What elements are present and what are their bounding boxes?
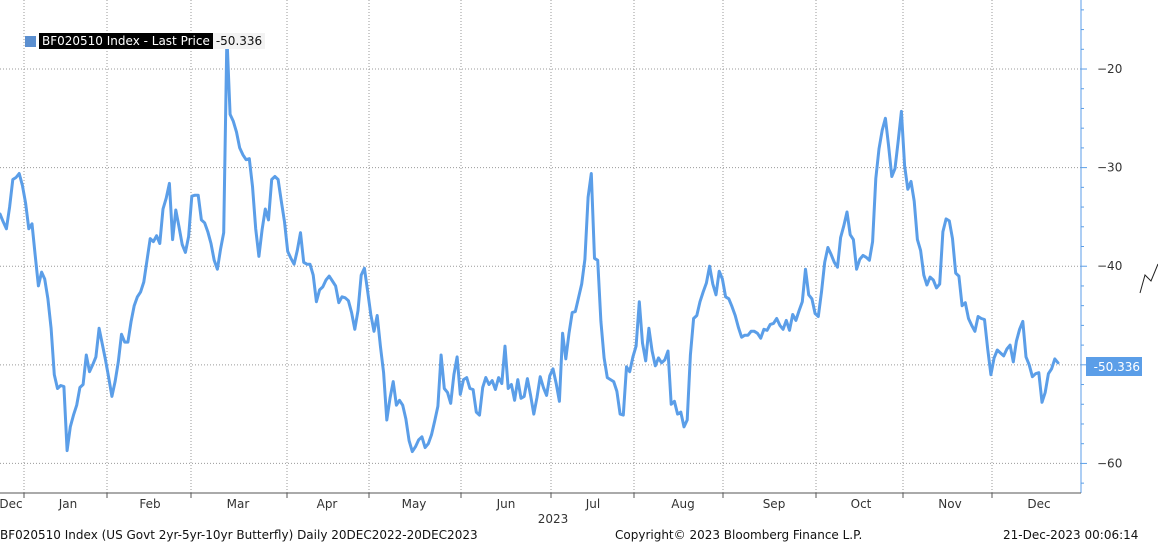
footer-description: BF020510 Index (US Govt 2yr-5yr-10yr But… — [0, 528, 478, 542]
legend-series-name: BF020510 Index - Last Price — [39, 33, 213, 49]
x-tick-label-4: Apr — [317, 497, 338, 511]
legend-last-value: -50.336 — [212, 33, 266, 49]
x-tick-label-6: Jun — [496, 497, 516, 511]
x-tick-label-0: Dec — [0, 497, 23, 511]
footer-copyright: Copyright© 2023 Bloomberg Finance L.P. — [615, 528, 863, 542]
x-tick-label-8: Aug — [671, 497, 694, 511]
x-tick-label-10: Oct — [851, 497, 872, 511]
x-year-label: 2023 — [538, 512, 569, 526]
x-tick-label-1: Jan — [58, 497, 78, 511]
x-tick-label-11: Nov — [938, 497, 961, 511]
x-tick-label-2: Feb — [139, 497, 160, 511]
series-line — [0, 35, 1060, 454]
x-tick-label-3: Mar — [227, 497, 250, 511]
y-tick-label-4: −60 — [1097, 456, 1122, 470]
x-tick-label-9: Sep — [763, 497, 786, 511]
last-price-badge: -50.336 — [1086, 357, 1142, 376]
x-tick-label-5: May — [402, 497, 427, 511]
y-tick-label-1: −30 — [1097, 161, 1122, 175]
legend-swatch — [25, 35, 36, 47]
y-axis: −20−30−40−50−60 — [1080, 0, 1122, 493]
footer-timestamp: 21-Dec-2023 00:06:14 — [1003, 528, 1139, 542]
x-tick-label-12: Dec — [1027, 497, 1050, 511]
legend: BF020510 Index - Last Price -50.336 — [25, 31, 266, 51]
x-tick-label-7: Jul — [585, 497, 600, 511]
y-tick-label-2: −40 — [1097, 259, 1122, 273]
side-squiggle-icon — [1139, 263, 1158, 294]
y-tick-label-0: −20 — [1097, 62, 1122, 76]
x-axis: Dec Jan Feb Mar Apr May Jun Jul Aug Sep Oct Nov Dec 2… — [0, 492, 1081, 526]
